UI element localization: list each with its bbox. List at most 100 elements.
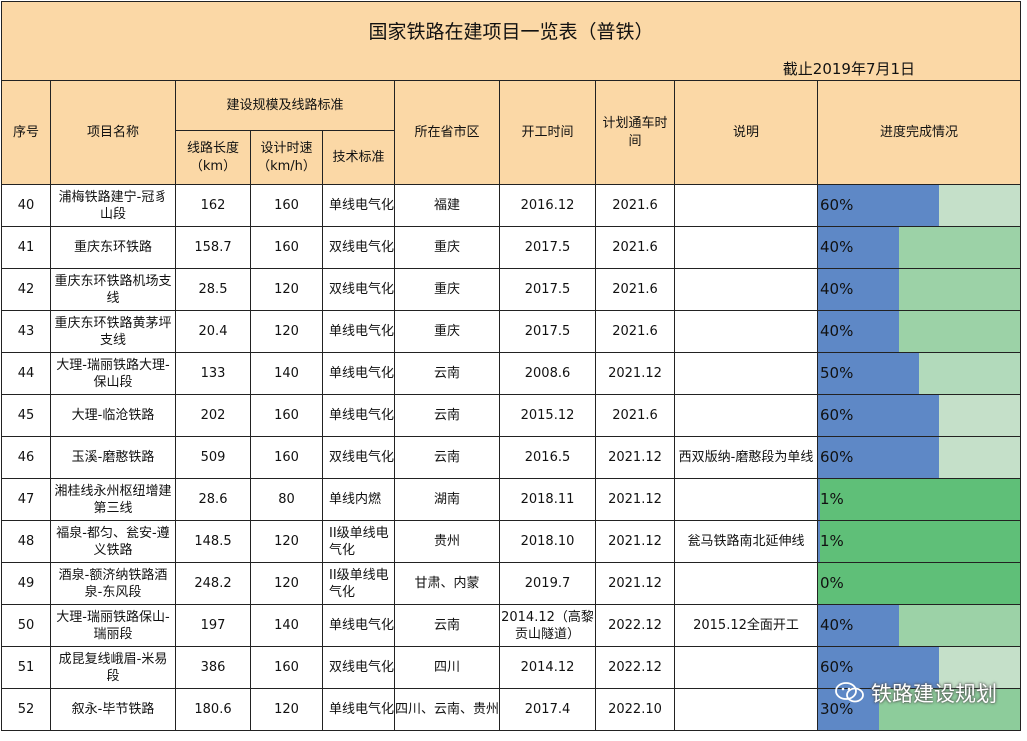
plan-time: 2022.12 bbox=[595, 604, 675, 647]
note: 瓮马铁路南北延伸线 bbox=[674, 520, 818, 563]
table-title: 国家铁路在建项目一览表（普铁） bbox=[368, 21, 654, 43]
tech-standard: II级单线电气化 bbox=[322, 520, 395, 563]
note bbox=[674, 352, 818, 395]
table-row: 47 湘桂线永州枢纽增建第三线 28.6 80 单线内燃 湖南 2018.11 2021.12… bbox=[1, 478, 1022, 521]
header-scale-group: 建设规模及线路标准 bbox=[175, 80, 395, 131]
plan-time: 2021.12 bbox=[595, 520, 675, 563]
project-name: 大理-临沧铁路 bbox=[50, 394, 176, 437]
start-time: 2017.5 bbox=[499, 310, 596, 353]
progress-label: 1% bbox=[820, 532, 844, 550]
progress-bar bbox=[818, 689, 879, 730]
design-speed: 120 bbox=[250, 562, 323, 605]
progress-cell: 50% bbox=[816, 352, 1022, 395]
header-length: 线路长度（km） bbox=[175, 130, 251, 185]
progress-bar bbox=[818, 269, 899, 310]
project-name: 酒泉-额济纳铁路酒泉-东风段 bbox=[50, 562, 176, 605]
progress-label: 60% bbox=[820, 448, 854, 466]
line-length: 180.6 bbox=[175, 688, 251, 731]
table-row: 50 大理-瑞丽铁路保山-瑞丽段 197 140 单线电气化 云南 2014.12（高黎贡山… bbox=[1, 604, 1022, 647]
line-length: 509 bbox=[175, 436, 251, 479]
plan-time: 2021.12 bbox=[595, 478, 675, 521]
design-speed: 140 bbox=[250, 604, 323, 647]
start-time: 2014.12（高黎贡山隧道） bbox=[499, 604, 596, 647]
header-name: 项目名称 bbox=[50, 80, 176, 185]
watermark: 铁路建设规划 bbox=[835, 678, 997, 708]
note: 2015.12全面开工 bbox=[674, 604, 818, 647]
progress-cell: 1% bbox=[816, 520, 1022, 563]
table-row: 52 叙永-毕节铁路 180.6 120 单线电气化 四川、云南、贵州 2017.4 2022… bbox=[1, 688, 1022, 731]
plan-time: 2021.6 bbox=[595, 226, 675, 269]
table-row: 49 酒泉-额济纳铁路酒泉-东风段 248.2 120 II级单线电气化 甘肃、内蒙 201… bbox=[1, 562, 1022, 605]
row-index: 45 bbox=[1, 394, 51, 437]
plan-time: 2021.6 bbox=[595, 184, 675, 227]
line-length: 197 bbox=[175, 604, 251, 647]
progress-label: 40% bbox=[820, 238, 854, 256]
tech-standard: 单线电气化 bbox=[322, 352, 395, 395]
title-row: 国家铁路在建项目一览表（普铁） 截止2019年7月1日 bbox=[0, 1, 1022, 81]
table-row: 48 福泉-都匀、瓮安-遵义铁路 148.5 120 II级单线电气化 贵州 2018.10… bbox=[1, 520, 1022, 563]
progress-bar bbox=[818, 605, 899, 646]
start-time: 2008.6 bbox=[499, 352, 596, 395]
plan-time: 2021.6 bbox=[595, 268, 675, 311]
tech-standard: 双线电气化 bbox=[322, 646, 395, 689]
progress-label: 40% bbox=[820, 322, 854, 340]
design-speed: 120 bbox=[250, 310, 323, 353]
header-speed: 设计时速（km/h） bbox=[250, 130, 323, 185]
province: 湖南 bbox=[394, 478, 500, 521]
province: 云南 bbox=[394, 352, 500, 395]
project-name: 福泉-都匀、瓮安-遵义铁路 bbox=[50, 520, 176, 563]
progress-label: 30% bbox=[820, 700, 854, 718]
plan-time: 2022.12 bbox=[595, 646, 675, 689]
line-length: 28.6 bbox=[175, 478, 251, 521]
plan-time: 2022.10 bbox=[595, 688, 675, 731]
row-index: 48 bbox=[1, 520, 51, 563]
line-length: 158.7 bbox=[175, 226, 251, 269]
start-time: 2017.4 bbox=[499, 688, 596, 731]
start-time: 2019.7 bbox=[499, 562, 596, 605]
project-name: 湘桂线永州枢纽增建第三线 bbox=[50, 478, 176, 521]
progress-label: 50% bbox=[820, 364, 854, 382]
header-province: 所在省市区 bbox=[394, 80, 500, 185]
note bbox=[674, 688, 818, 731]
design-speed: 120 bbox=[250, 688, 323, 731]
note bbox=[674, 268, 818, 311]
province: 福建 bbox=[394, 184, 500, 227]
province: 四川 bbox=[394, 646, 500, 689]
header-standard: 技术标准 bbox=[322, 130, 395, 185]
table-row: 45 大理-临沧铁路 202 160 单线电气化 云南 2015.12 2021.6 60% bbox=[1, 394, 1022, 437]
row-index: 41 bbox=[1, 226, 51, 269]
province: 重庆 bbox=[394, 226, 500, 269]
design-speed: 120 bbox=[250, 268, 323, 311]
note bbox=[674, 184, 818, 227]
tech-standard: II级单线电气化 bbox=[322, 562, 395, 605]
start-time: 2015.12 bbox=[499, 394, 596, 437]
progress-cell: 1% bbox=[816, 478, 1022, 521]
header-plan: 计划通车时间 bbox=[595, 80, 675, 185]
watermark-text: 铁路建设规划 bbox=[871, 682, 997, 706]
note bbox=[674, 646, 818, 689]
progress-label: 40% bbox=[820, 280, 854, 298]
note bbox=[674, 562, 818, 605]
line-length: 162 bbox=[175, 184, 251, 227]
table-row: 46 玉溪-磨憨铁路 509 160 双线电气化 云南 2016.5 2021.12 西双版纳-… bbox=[1, 436, 1022, 479]
design-speed: 160 bbox=[250, 394, 323, 437]
plan-time: 2021.6 bbox=[595, 310, 675, 353]
table-row: 44 大理-瑞丽铁路大理-保山段 133 140 单线电气化 云南 2008.6 2021.1… bbox=[1, 352, 1022, 395]
header-row-1: 序号 项目名称 建设规模及线路标准 所在省市区 开工时间 计划通车时间 说明 进… bbox=[1, 80, 1022, 185]
row-index: 40 bbox=[1, 184, 51, 227]
progress-label: 60% bbox=[820, 406, 854, 424]
project-name: 重庆东环铁路 bbox=[50, 226, 176, 269]
row-index: 44 bbox=[1, 352, 51, 395]
line-length: 133 bbox=[175, 352, 251, 395]
progress-label: 60% bbox=[820, 658, 854, 676]
progress-cell: 60% bbox=[816, 436, 1022, 479]
progress-bar bbox=[818, 311, 899, 352]
note bbox=[674, 226, 818, 269]
project-name: 大理-瑞丽铁路大理-保山段 bbox=[50, 352, 176, 395]
start-time: 2018.10 bbox=[499, 520, 596, 563]
row-index: 50 bbox=[1, 604, 51, 647]
progress-cell: 0% bbox=[816, 562, 1022, 605]
header-progress: 进度完成情况 bbox=[816, 80, 1022, 185]
province: 重庆 bbox=[394, 310, 500, 353]
